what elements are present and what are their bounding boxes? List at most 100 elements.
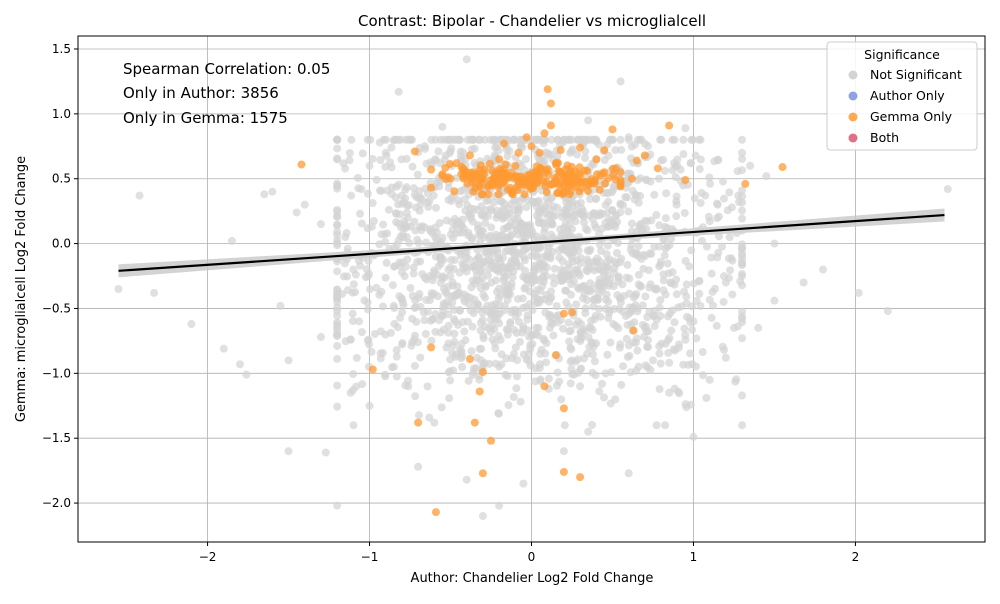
not-significant-point <box>705 375 714 384</box>
not-significant-point <box>365 401 374 410</box>
not-significant-point <box>599 393 608 402</box>
not-significant-point <box>382 151 391 160</box>
not-significant-point <box>670 318 679 327</box>
gemma-only-point <box>567 308 576 317</box>
not-significant-point <box>410 190 419 199</box>
not-significant-point <box>584 116 593 125</box>
not-significant-point <box>688 302 697 311</box>
not-significant-point <box>607 216 616 225</box>
not-significant-point <box>529 198 538 207</box>
gemma-only-point <box>559 309 568 318</box>
gemma-only-point <box>576 177 585 186</box>
not-significant-point <box>406 283 415 292</box>
not-significant-point <box>357 328 366 337</box>
not-significant-point <box>505 236 514 245</box>
not-significant-point <box>565 337 574 346</box>
not-significant-point <box>381 162 390 171</box>
gemma-only-point <box>475 165 484 174</box>
not-significant-point <box>333 402 342 411</box>
not-significant-point <box>469 309 478 318</box>
gemma-only-point <box>590 176 599 185</box>
not-significant-point <box>686 349 695 358</box>
not-significant-point <box>414 238 423 247</box>
not-significant-point <box>535 218 544 227</box>
not-significant-point <box>363 189 372 198</box>
not-significant-point <box>356 209 365 218</box>
not-significant-point <box>601 201 610 210</box>
not-significant-point <box>650 190 659 199</box>
not-significant-point <box>369 216 378 225</box>
not-significant-point <box>738 249 747 258</box>
not-significant-point <box>738 240 747 249</box>
not-significant-point <box>675 389 684 398</box>
not-significant-point <box>619 201 628 210</box>
not-significant-point <box>456 187 465 196</box>
regression-line <box>118 213 945 272</box>
not-significant-point <box>655 349 664 358</box>
not-significant-point <box>521 283 530 292</box>
not-significant-point <box>738 214 747 223</box>
gemma-only-point <box>595 185 604 194</box>
not-significant-point <box>477 267 486 276</box>
gemma-only-point <box>450 187 459 196</box>
gemma-only-point <box>741 179 750 188</box>
not-significant-point <box>646 177 655 186</box>
gemma-only-point <box>529 171 538 180</box>
gemma-only-point <box>556 146 565 155</box>
not-significant-point <box>284 447 293 456</box>
not-significant-point <box>333 311 342 320</box>
not-significant-point <box>714 248 723 257</box>
not-significant-point <box>509 350 518 359</box>
gemma-only-point <box>513 186 522 195</box>
not-significant-point <box>447 256 456 265</box>
not-significant-point <box>442 216 451 225</box>
legend-marker-not-significant <box>848 70 858 80</box>
not-significant-point <box>553 368 562 377</box>
not-significant-point <box>556 272 565 281</box>
not-significant-point <box>574 317 583 326</box>
not-significant-point <box>349 280 358 289</box>
not-significant-point <box>430 418 439 427</box>
not-significant-point <box>346 335 355 344</box>
not-significant-point <box>516 196 525 205</box>
not-significant-point <box>581 309 590 318</box>
not-significant-point <box>682 312 691 321</box>
not-significant-point <box>351 270 360 279</box>
not-significant-point <box>394 87 403 96</box>
not-significant-point <box>566 357 575 366</box>
not-significant-point <box>632 191 641 200</box>
not-significant-point <box>595 240 604 249</box>
not-significant-point <box>416 302 425 311</box>
not-significant-point <box>591 223 600 232</box>
not-significant-point <box>702 393 711 402</box>
not-significant-point <box>343 244 352 253</box>
not-significant-point <box>598 379 607 388</box>
gemma-only-point <box>576 473 585 482</box>
not-significant-point <box>663 259 672 268</box>
not-significant-point <box>627 241 636 250</box>
not-significant-point <box>408 338 417 347</box>
not-significant-point <box>348 288 357 297</box>
gemma-only-point <box>629 326 638 335</box>
not-significant-point <box>541 358 550 367</box>
gemma-only-point <box>487 436 496 445</box>
not-significant-point <box>634 270 643 279</box>
not-significant-point <box>539 234 548 243</box>
not-significant-point <box>219 344 228 353</box>
gemma-only-point <box>665 121 674 130</box>
not-significant-point <box>458 352 467 361</box>
not-significant-point <box>363 305 372 314</box>
chart-title: Contrast: Bipolar - Chandelier vs microg… <box>358 12 706 30</box>
not-significant-point <box>368 198 377 207</box>
gemma-only-point <box>551 351 560 360</box>
not-significant-point <box>555 377 564 386</box>
not-significant-point <box>702 242 711 251</box>
not-significant-point <box>557 395 566 404</box>
not-significant-point <box>608 206 617 215</box>
not-significant-point <box>511 305 520 314</box>
not-significant-point <box>652 421 661 430</box>
not-significant-point <box>387 143 396 152</box>
not-significant-point <box>455 288 464 297</box>
x-tick-label: −2 <box>199 550 217 564</box>
not-significant-point <box>513 372 522 381</box>
